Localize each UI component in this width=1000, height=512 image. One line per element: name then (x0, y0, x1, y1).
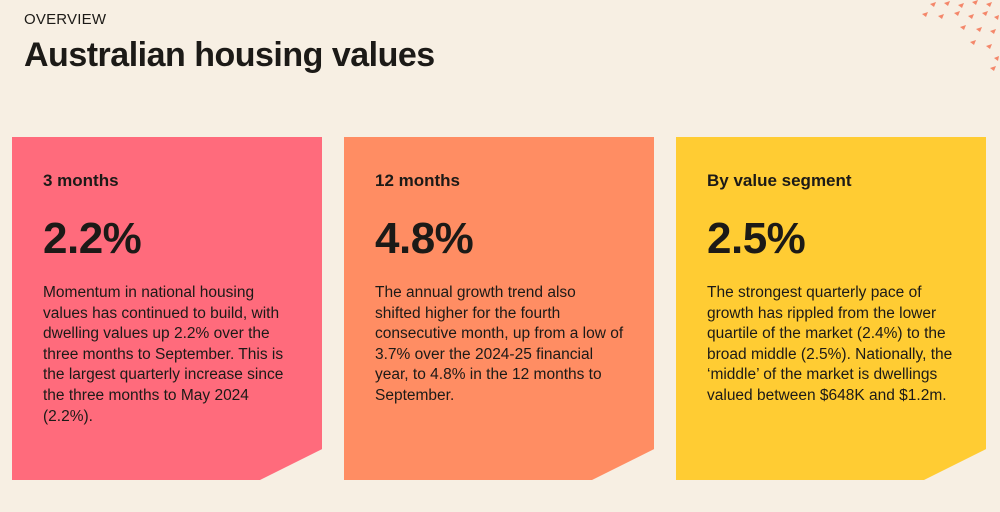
page-title: Australian housing values (24, 36, 435, 74)
card-label: By value segment (707, 171, 852, 190)
card-value: 2.2% (43, 214, 142, 263)
card-description: Momentum in national housing values has … (43, 284, 284, 425)
card-description: The annual growth trend also shifted hig… (375, 284, 624, 404)
card-12-months: 12 months 4.8% The annual growth trend a… (344, 137, 654, 480)
card-value: 2.5% (707, 214, 806, 263)
card-value: 4.8% (375, 214, 474, 263)
card-3-months: 3 months 2.2% Momentum in national housi… (12, 137, 322, 480)
card-description: The strongest quarterly pace of growth h… (707, 284, 953, 404)
card-label: 3 months (43, 171, 119, 190)
card-label: 12 months (375, 171, 461, 190)
overview-eyebrow: OVERVIEW (24, 11, 107, 28)
confetti-decoration-icon (922, 0, 999, 71)
card-by-value-segment: By value segment 2.5% The strongest quar… (676, 137, 986, 480)
